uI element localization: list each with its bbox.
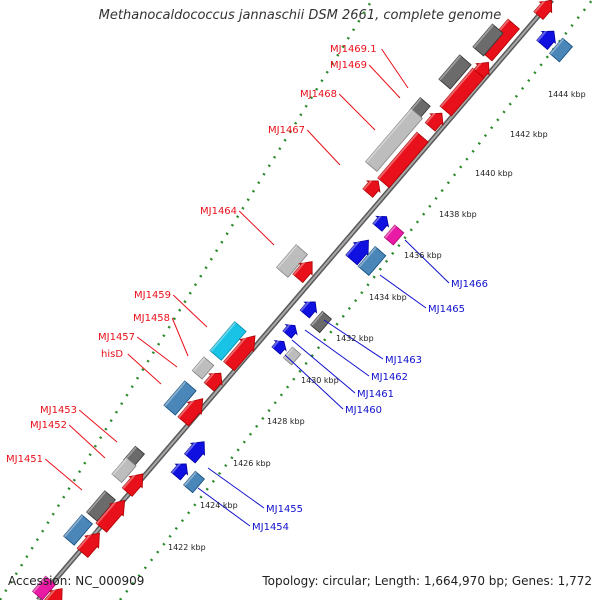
leader-line-top <box>136 336 178 368</box>
gene-label-top: MJ1469 <box>330 60 367 71</box>
leader-line-top <box>68 424 106 459</box>
gene-glyph-forward <box>209 321 247 361</box>
leader-line-top <box>171 317 189 357</box>
gene-label-top: MJ1468 <box>300 89 337 100</box>
genome-summary-text: Topology: circular; Length: 1,664,970 bp… <box>262 574 592 588</box>
leader-line-top <box>368 64 401 99</box>
gene-label-top: MJ1459 <box>134 290 171 301</box>
gene-glyph-reverse <box>383 224 405 246</box>
gene-glyph-forward <box>86 490 116 522</box>
gene-label-top: MJ1467 <box>268 125 305 136</box>
leader-line-bottom <box>207 467 265 509</box>
gene-glyph-forward <box>203 368 223 392</box>
gene-label-top: MJ1457 <box>98 332 135 343</box>
gene-label-bottom: MJ1455 <box>266 504 303 515</box>
tick-label: 1438 kbp <box>439 210 477 219</box>
gene-glyph-reverse <box>357 246 387 276</box>
leader-line-top <box>172 294 208 328</box>
gene-glyph-forward <box>111 456 137 484</box>
leader-line-bottom <box>284 354 344 410</box>
gene-label-top: MJ1464 <box>200 206 237 217</box>
tick-label: 1428 kbp <box>267 417 305 426</box>
gene-glyph-forward <box>275 244 309 278</box>
gene-label-bottom: MJ1462 <box>371 372 408 383</box>
leader-line-bottom <box>304 329 370 377</box>
gene-glyph-forward <box>364 107 424 173</box>
tick-label: 1424 kbp <box>200 501 238 510</box>
gene-glyph-reverse <box>548 37 574 63</box>
map-title: Methanocaldococcus jannaschii DSM 2661, … <box>98 8 502 23</box>
leader-line-bottom <box>404 239 450 284</box>
leader-line-top <box>238 210 275 246</box>
leader-line-bottom <box>197 487 251 527</box>
leader-line-top <box>381 48 409 89</box>
gene-glyph-forward <box>76 528 100 558</box>
gene-label-top: MJ1469.1 <box>330 44 377 55</box>
gene-glyph-reverse <box>183 437 205 464</box>
gene-glyph-reverse <box>310 310 332 334</box>
accession-text: Accession: NC_000909 <box>8 574 145 588</box>
gene-glyph-reverse <box>345 235 369 266</box>
gene-glyph-forward <box>42 584 63 600</box>
gene-glyph-forward <box>362 176 381 198</box>
leader-line-top <box>306 129 341 166</box>
gene-label-top: hisD <box>101 349 123 360</box>
gene-glyph-forward <box>121 469 144 497</box>
gene-label-bottom: MJ1460 <box>345 405 382 416</box>
gene-glyph-reverse <box>282 321 298 339</box>
gene-glyph-forward <box>191 356 215 380</box>
leader-line-top <box>78 409 118 443</box>
leader-line-bottom <box>291 339 356 394</box>
gene-glyph-reverse <box>536 26 556 50</box>
gene-glyph-reverse <box>372 212 390 232</box>
tick-label: 1442 kbp <box>510 130 548 139</box>
gene-glyph-forward <box>177 394 204 427</box>
gene-label-top: MJ1458 <box>133 313 170 324</box>
gene-glyph-forward <box>439 67 485 117</box>
gene-label-bottom: MJ1463 <box>385 355 422 366</box>
gene-label-bottom: MJ1466 <box>451 279 488 290</box>
tick-label: 1436 kbp <box>404 251 442 260</box>
gene-glyph-forward <box>223 331 256 372</box>
gene-label-bottom: MJ1461 <box>357 389 394 400</box>
gene-glyph-reverse <box>183 470 205 494</box>
leader-line-top <box>338 93 376 131</box>
gene-glyph-forward <box>163 380 197 416</box>
tick-label: 1434 kbp <box>369 293 407 302</box>
tick-label: 1444 kbp <box>548 90 586 99</box>
gene-glyph-reverse <box>299 298 318 319</box>
leader-line-bottom <box>379 274 427 309</box>
tick-label: 1432 kbp <box>336 334 374 343</box>
leader-line-top <box>44 458 83 491</box>
gene-label-top: MJ1451 <box>6 454 43 465</box>
gene-glyph-reverse <box>170 460 189 481</box>
dotted-guide-inner <box>119 0 594 600</box>
gene-glyph-forward <box>424 108 444 132</box>
gene-glyph-forward <box>292 257 313 284</box>
leader-line-top <box>127 353 162 385</box>
gene-label-top: MJ1452 <box>30 420 67 431</box>
gene-glyph-forward <box>31 575 57 600</box>
tick-label: 1440 kbp <box>475 169 513 178</box>
gene-label-bottom: MJ1465 <box>428 304 465 315</box>
gene-label-bottom: MJ1454 <box>252 522 289 533</box>
tick-label: 1426 kbp <box>233 459 271 468</box>
tick-label: 1422 kbp <box>168 543 206 552</box>
tick-label: 1430 kbp <box>301 376 339 385</box>
gene-glyph-reverse <box>271 337 287 355</box>
gene-glyph-forward <box>63 514 93 546</box>
gene-glyph-forward <box>95 495 126 533</box>
leader-line-bottom <box>323 319 384 360</box>
gene-glyph-forward <box>438 54 472 90</box>
gene-glyph-forward <box>533 0 553 21</box>
gene-glyph-forward <box>377 131 429 189</box>
gene-glyph-forward <box>472 23 504 57</box>
gene-label-top: MJ1453 <box>40 405 77 416</box>
